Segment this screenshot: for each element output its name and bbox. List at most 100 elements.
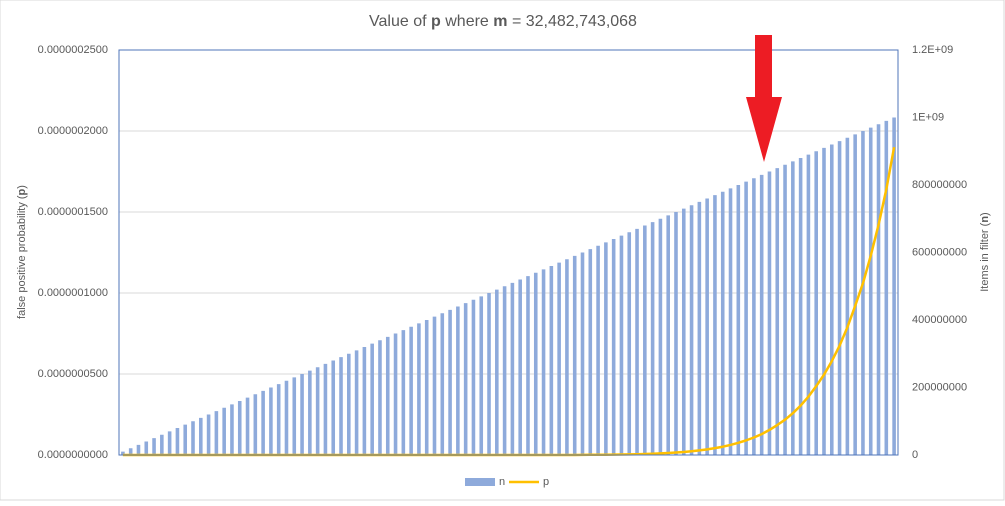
bar — [378, 340, 382, 455]
bar — [440, 313, 445, 455]
bar — [892, 117, 896, 455]
bar — [798, 158, 803, 455]
bar — [876, 124, 881, 455]
bar — [604, 242, 608, 455]
chart-title: Value of p where m = 32,482,743,068 — [369, 13, 637, 30]
bar — [495, 289, 499, 455]
y-tick-label: 0.0000002000 — [38, 125, 108, 137]
bar — [822, 147, 826, 455]
bar — [884, 120, 889, 455]
bar — [541, 269, 546, 455]
bar — [658, 218, 663, 455]
bar — [354, 350, 359, 455]
bar — [720, 191, 725, 455]
bar — [596, 245, 600, 455]
y2-tick-label: 1.2E+09 — [912, 44, 953, 56]
title-part: m — [493, 13, 507, 30]
arrow-head — [746, 97, 782, 162]
bar — [175, 428, 180, 455]
bar — [806, 154, 811, 455]
bar — [557, 262, 561, 455]
bar — [611, 239, 616, 455]
bar — [845, 137, 850, 455]
bar — [331, 360, 336, 455]
axis-title-part: ) — [979, 212, 991, 216]
bar — [370, 343, 374, 455]
bar — [191, 421, 195, 455]
legend-label: n — [499, 476, 505, 488]
bar — [136, 444, 141, 455]
bar — [401, 330, 406, 455]
title-part: = 32,482,743,068 — [508, 13, 638, 30]
y2-tick-label: 1E+09 — [912, 111, 944, 123]
bar — [713, 195, 717, 455]
bar — [635, 228, 639, 455]
bar — [199, 417, 203, 455]
bar — [471, 299, 476, 455]
bar — [409, 326, 413, 455]
bar — [284, 380, 289, 455]
bar — [775, 168, 780, 455]
bar — [315, 367, 320, 455]
arrow-shaft — [755, 35, 772, 99]
bar — [689, 205, 694, 455]
y2-axis-title: Items in filter (n) — [979, 212, 991, 291]
bar — [323, 363, 328, 455]
bar — [417, 323, 421, 455]
bar — [752, 178, 756, 455]
bar — [152, 438, 156, 455]
bar — [565, 259, 569, 455]
bar — [261, 390, 265, 455]
bar — [214, 411, 219, 455]
bar — [767, 171, 772, 455]
bar — [253, 394, 258, 455]
title-part: p — [431, 13, 441, 30]
bar — [744, 181, 748, 455]
bar — [424, 320, 429, 455]
bar — [728, 188, 733, 455]
bar — [674, 212, 678, 455]
bar — [861, 131, 865, 455]
bar — [650, 222, 655, 455]
bar — [487, 293, 491, 455]
bar — [868, 127, 873, 455]
axis-title-part: Items in filter ( — [979, 222, 991, 291]
title-part: where — [441, 13, 493, 30]
bar — [167, 431, 172, 455]
y2-tick-label: 600000000 — [912, 246, 967, 258]
y2-tick-label: 800000000 — [912, 179, 967, 191]
bar — [121, 451, 125, 455]
bar — [479, 296, 484, 455]
bar — [206, 414, 211, 455]
bar — [300, 374, 304, 455]
y2-tick-label: 400000000 — [912, 314, 967, 326]
bar — [837, 141, 842, 455]
bar — [385, 336, 390, 455]
bar — [580, 252, 585, 455]
bar — [666, 215, 670, 455]
bar — [681, 208, 686, 455]
bar — [144, 441, 149, 455]
bar — [791, 161, 795, 455]
bar — [783, 164, 787, 455]
bar — [759, 174, 764, 455]
axis-title-part: n — [979, 216, 991, 223]
bar — [456, 306, 460, 455]
y-tick-label: 0.0000001000 — [38, 287, 108, 299]
bar — [510, 282, 515, 455]
bar — [526, 276, 530, 455]
bar — [814, 151, 818, 455]
bar — [829, 144, 834, 455]
bar — [643, 225, 647, 455]
bar — [432, 316, 437, 455]
bar — [160, 434, 164, 455]
bar — [269, 387, 273, 455]
bar — [237, 401, 242, 455]
bar — [276, 384, 281, 455]
bar — [393, 333, 398, 455]
axis-title-part: p — [16, 188, 28, 195]
legend-label: p — [543, 476, 549, 488]
bar — [705, 198, 709, 455]
